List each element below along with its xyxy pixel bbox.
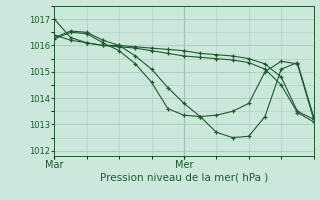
X-axis label: Pression niveau de la mer( hPa ): Pression niveau de la mer( hPa ) [100, 173, 268, 183]
